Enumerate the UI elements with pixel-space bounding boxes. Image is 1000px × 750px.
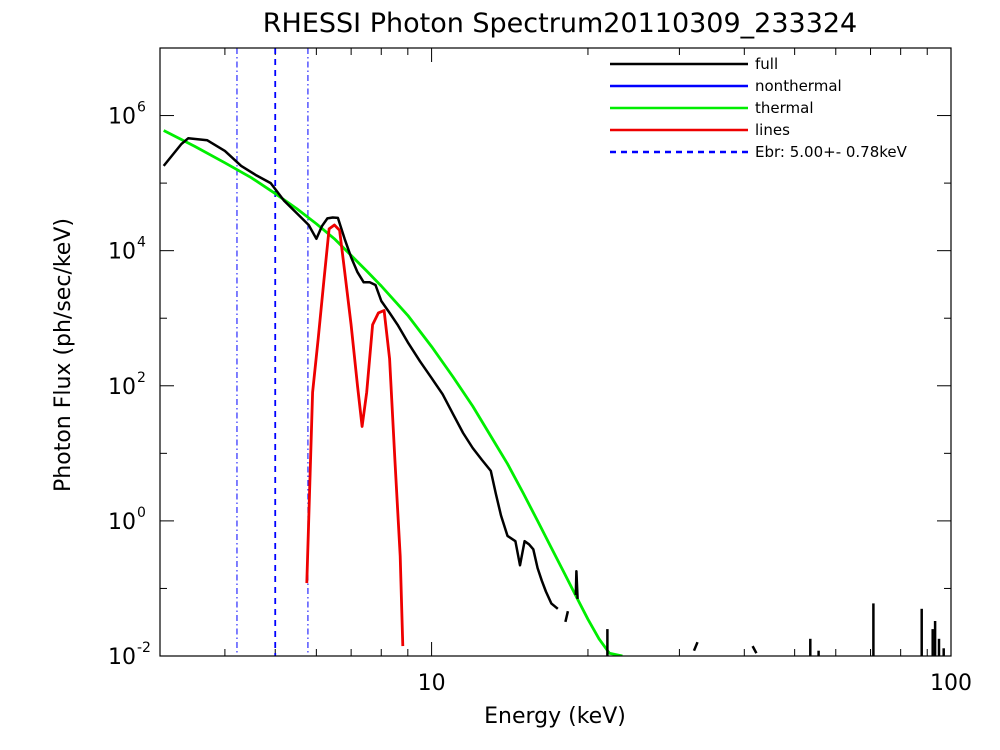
y-tick-exponent: -2 [137, 640, 151, 656]
y-tick-exponent: 2 [137, 370, 146, 386]
y-tick-label: 10 [108, 510, 136, 535]
x-tick-label: 10 [418, 671, 446, 696]
y-tick-label: 10 [108, 105, 136, 130]
chart-title: RHESSI Photon Spectrum20110309_233324 [263, 8, 858, 39]
y-tick-exponent: 6 [137, 100, 146, 116]
legend-label: full [755, 55, 778, 73]
full-curve [564, 610, 570, 623]
y-axis-label: Photon Flux (ph/sec/keV) [51, 218, 76, 492]
legend-label: thermal [755, 99, 814, 117]
full-curve [751, 645, 758, 654]
y-tick-label: 10 [108, 645, 136, 670]
y-tick-exponent: 0 [137, 505, 146, 521]
x-tick-label: 100 [930, 671, 972, 696]
legend-label: lines [755, 121, 790, 139]
legend: full nonthermal thermal lines Ebr: 5.00+- 0.… [610, 55, 908, 161]
breakpoint-lines [236, 48, 309, 656]
legend-label: Ebr: 5.00+- 0.78keV [755, 143, 908, 161]
y-tick-label: 10 [108, 240, 136, 265]
y-tick-exponent: 4 [137, 235, 146, 251]
y-tick-label: 10 [108, 375, 136, 400]
full-curve [574, 569, 579, 599]
full-curve [162, 137, 559, 610]
lines-curve [305, 223, 405, 647]
x-axis-label: Energy (keV) [484, 704, 626, 729]
plot-frame [159, 47, 952, 657]
thermal-curve [163, 129, 623, 656]
legend-label: nonthermal [755, 77, 842, 95]
full-curve [692, 641, 699, 652]
